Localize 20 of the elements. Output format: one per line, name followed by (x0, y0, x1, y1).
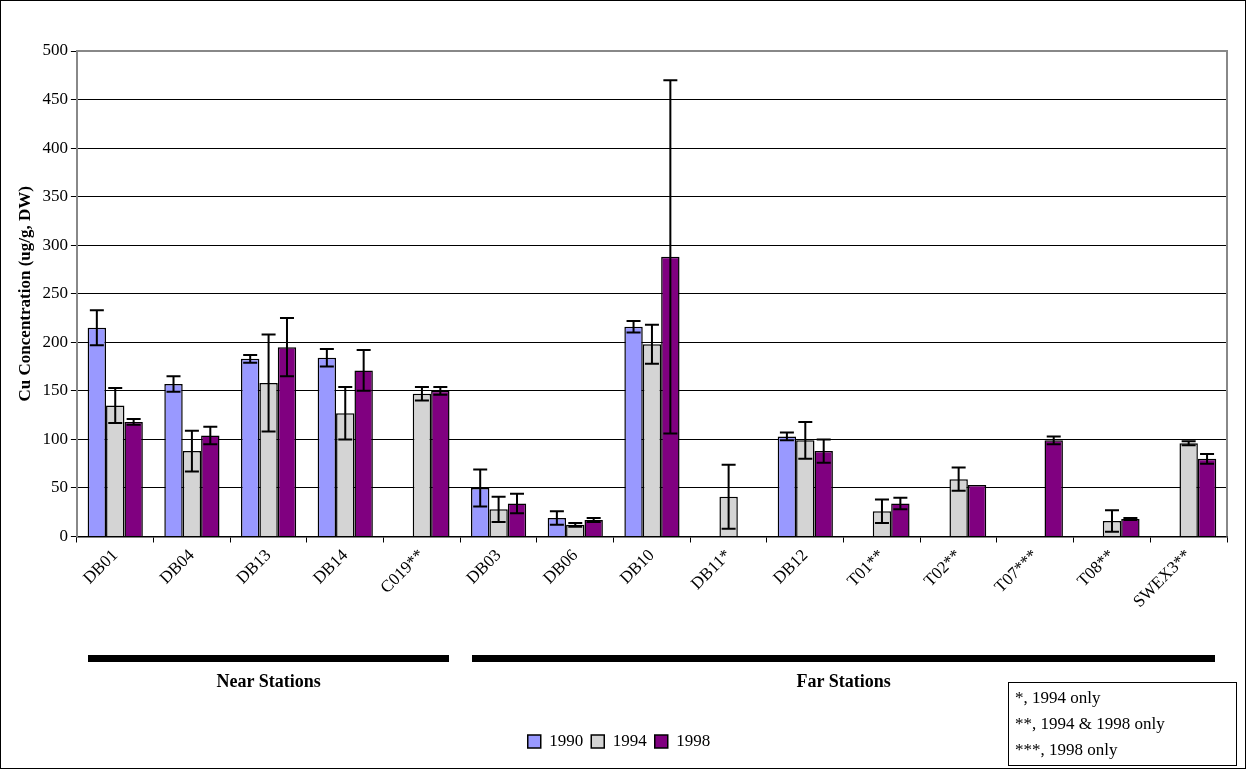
legend-label: 1990 (549, 730, 584, 750)
legend-label: 1998 (676, 730, 711, 750)
y-tick-label: 250 (42, 283, 68, 303)
text: *, 1994 only (1015, 687, 1102, 709)
y-tick-label: 400 (42, 137, 68, 157)
y-tick-label: 350 (42, 186, 68, 206)
y-tick-label: 300 (42, 234, 68, 254)
y-tick-label: 450 (42, 89, 68, 109)
text: **, 1994 & 1998 only (1015, 713, 1166, 735)
text: Near Stations (215, 671, 322, 692)
y-axis-title: Cu Concentration (ug/g, DW) (14, 186, 34, 402)
y-tick-label: 100 (42, 428, 68, 448)
text: Far Stations (796, 671, 891, 691)
y-tick-label: 50 (50, 477, 68, 497)
y-tick-label: 500 (42, 40, 68, 60)
y-tick-label: 0 (59, 525, 68, 545)
text: ***, 1998 only (1015, 739, 1119, 761)
legend-label: 1994 (612, 730, 648, 750)
y-tick-label: 150 (42, 380, 68, 400)
y-tick-label: 200 (42, 331, 68, 351)
